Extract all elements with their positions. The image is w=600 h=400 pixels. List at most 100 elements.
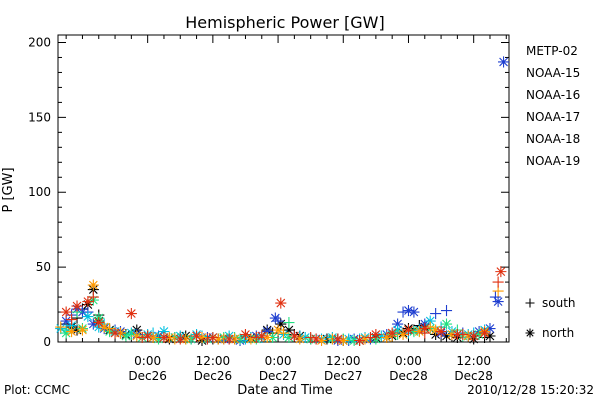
data-point-8-6: [147, 331, 159, 344]
data-point-6-7: [152, 333, 165, 345]
data-point-10-11: [223, 333, 235, 345]
x-tick-label-36-time: 12:00: [326, 354, 361, 368]
plot-frame: [57, 34, 510, 343]
data-point-9-0: [55, 321, 67, 333]
data-point-2-30: [484, 322, 496, 335]
data-point-9-1: [104, 322, 116, 335]
plot-border: [57, 34, 510, 343]
data-point-2-3: [87, 318, 99, 330]
data-point-4-1: [66, 319, 78, 332]
data-point-0-17: [283, 324, 295, 336]
data-point-8-22: [430, 324, 442, 336]
data-point-10-1: [71, 300, 83, 312]
chart-title: Hemispheric Power [GW]: [185, 13, 384, 32]
data-point-10-6: [142, 330, 154, 342]
data-point-2-14: [261, 325, 273, 338]
data-point-8-9: [196, 331, 208, 344]
data-point-2-32: [498, 56, 510, 68]
data-point-6-15: [283, 331, 295, 344]
data-point-10-21: [402, 324, 415, 336]
legend-marker-label-0: south: [542, 296, 576, 310]
data-point-8-3: [98, 321, 110, 333]
data-point-3-11: [489, 291, 501, 303]
y-tick-label-50: 50: [36, 260, 51, 274]
data-point-8-0: [66, 325, 78, 338]
y-tick-label-200: 200: [28, 35, 51, 49]
legend-marker-icon-1: [525, 328, 535, 338]
data-point-8-19: [381, 331, 393, 344]
data-point-11-8: [457, 328, 469, 341]
data-point-11-0: [66, 313, 78, 326]
x-tick-label-12-date: Dec26: [194, 369, 233, 383]
data-point-10-9: [191, 330, 203, 342]
data-point-8-12: [245, 333, 257, 345]
data-point-10-4: [109, 327, 121, 339]
y-axis-label: P [GW]: [1, 167, 16, 212]
data-point-11-4: [250, 331, 262, 344]
data-point-10-2: [82, 296, 94, 308]
data-point-2-22: [392, 318, 404, 330]
data-points: [55, 56, 510, 347]
x-tick-label-48-time: 0:00: [395, 354, 422, 368]
legend-marker-icon-0: [525, 298, 535, 308]
data-point-8-20: [397, 328, 409, 341]
data-point-10-15: [288, 330, 300, 342]
y-ticks: 0 50 100 150 200: [28, 35, 509, 349]
data-point-10-18: [354, 334, 366, 347]
legend-series-0: METP-02: [526, 44, 578, 58]
legend-series-4: NOAA-18: [526, 132, 580, 146]
legend-series-1: NOAA-15: [526, 66, 580, 80]
x-tick-label-24-time: 0:00: [265, 354, 292, 368]
data-point-7-4: [283, 316, 295, 329]
data-point-10-3: [93, 316, 105, 329]
data-point-3-7: [397, 306, 409, 318]
data-point-9-4: [277, 327, 290, 339]
x-ticks: 0:00Dec2612:00Dec260:00Dec2712:00Dec270:…: [65, 35, 507, 383]
data-point-11-7: [419, 327, 431, 339]
data-point-10-19: [370, 328, 382, 341]
data-point-0-16: [275, 318, 287, 330]
x-tick-label-36-date: Dec27: [324, 369, 363, 383]
data-point-2-0: [60, 315, 72, 327]
data-point-10-13: [256, 330, 268, 342]
data-point-10-23: [435, 325, 447, 338]
data-point-11-6: [364, 331, 376, 344]
data-point-6-25: [473, 328, 485, 341]
data-point-8-15: [294, 333, 306, 345]
y-tick-label-150: 150: [28, 110, 51, 124]
legend-series-5: NOAA-19: [526, 154, 580, 168]
data-point-8-14: [272, 324, 284, 336]
legend-marker-label-1: north: [542, 326, 574, 340]
data-point-11-3: [201, 333, 213, 345]
data-point-8-21: [413, 325, 425, 338]
data-point-10-17: [332, 333, 344, 345]
data-point-8-2: [87, 279, 99, 291]
data-point-4-7: [158, 325, 170, 338]
legend: METP-02 NOAA-15 NOAA-16 NOAA-17 NOAA-18 NOAA-…: [525, 44, 580, 340]
data-point-3-5: [272, 315, 284, 327]
data-point-8-18: [359, 333, 371, 345]
data-point-10-7: [158, 331, 170, 344]
data-point-11-9: [492, 276, 504, 288]
data-point-10-12: [239, 328, 252, 341]
data-point-3-8: [430, 307, 442, 320]
data-point-10-25: [468, 330, 480, 342]
data-point-4-23: [424, 315, 436, 327]
data-point-9-8: [492, 285, 504, 297]
data-point-8-17: [337, 334, 349, 347]
data-point-11-2: [136, 331, 148, 344]
data-point-4-2: [82, 310, 94, 323]
x-tick-label-0-date: Dec26: [128, 369, 167, 383]
y-tick-label-0: 0: [43, 335, 51, 349]
data-point-10-8: [174, 333, 186, 345]
data-point-4-20: [375, 330, 387, 342]
x-tick-label-60-date: Dec28: [454, 369, 493, 383]
data-point-8-5: [131, 330, 143, 342]
data-point-8-13: [261, 331, 273, 344]
data-point-10-16: [310, 333, 322, 345]
data-point-8-1: [76, 324, 89, 336]
data-point-11-1: [87, 291, 99, 303]
data-point-8-16: [315, 334, 328, 347]
